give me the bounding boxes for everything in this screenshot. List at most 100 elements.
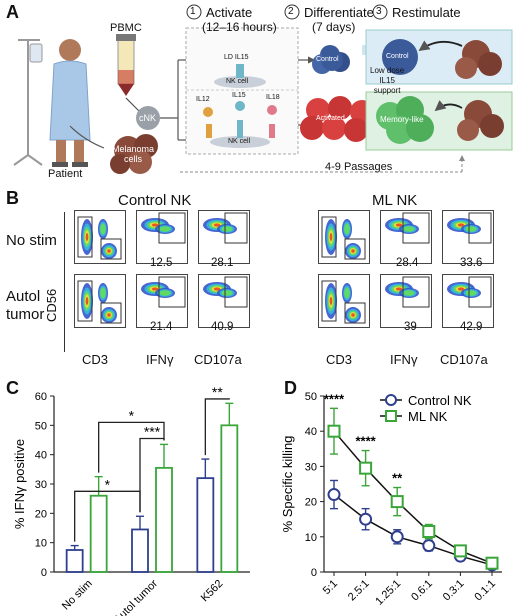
- ld-il15-label: LD IL15: [224, 54, 249, 61]
- y-tick-label: 10: [305, 532, 317, 544]
- iv-bag: [29, 43, 43, 63]
- point-control: [359, 512, 373, 526]
- cnk-label: cNK: [139, 113, 157, 123]
- legend-label: Control NK: [408, 393, 472, 408]
- xlabel-cd3-2: CD3: [326, 352, 353, 367]
- bar-ml: [89, 494, 108, 573]
- panel-d-letter: D: [284, 378, 297, 398]
- bar-ml: [155, 466, 173, 573]
- bar-control: [65, 549, 84, 573]
- point-control: [327, 488, 341, 502]
- facs-plot: [136, 274, 188, 328]
- il18-label: IL18: [266, 94, 280, 101]
- chart-d-killing: 0 10 20 30 40 50 % Specific killing 5:1 2.5:1 1.2…: [280, 391, 502, 608]
- pct-control-nostim-cd107a: 28.1: [211, 257, 234, 269]
- y-tick-label: 20: [35, 508, 47, 520]
- x-tick-label: 0.1:1: [472, 578, 498, 604]
- y-axis-label: % Specific killing: [280, 436, 295, 533]
- patient-head: [59, 39, 81, 61]
- pct-ml-nostim-ifng: 28.4: [396, 257, 419, 269]
- pct-ml-tumor-cd107a: 42.9: [460, 321, 483, 333]
- passages-label: 4-9 Passages: [325, 161, 393, 173]
- xlabel-cd3-1: CD3: [82, 352, 109, 367]
- x-tick-label: No stim: [60, 578, 95, 613]
- significance-label: ****: [355, 434, 376, 449]
- x-tick-label: 1.25:1: [373, 578, 403, 608]
- y-tick-label: 50: [305, 391, 317, 403]
- step3-num: 3: [376, 6, 382, 17]
- x-tick-label: 2.5:1: [346, 578, 372, 604]
- bar-control: [131, 528, 149, 573]
- y-tick-label: 0: [311, 567, 317, 579]
- sig-nostim-autol-control-label: *: [105, 476, 111, 492]
- facs-plot: [380, 210, 432, 264]
- bar-control: [196, 477, 215, 573]
- panel-b-letter: B: [6, 188, 19, 208]
- point-ml: [390, 495, 404, 509]
- ml-nk-title: ML NK: [372, 192, 418, 209]
- control-label: Control: [316, 56, 339, 63]
- x-tick-label: 0.6:1: [409, 578, 435, 604]
- patient-label: Patient: [48, 168, 83, 180]
- y-tick-label: 10: [35, 538, 47, 550]
- sig-nostim-autol-ml-label: *: [129, 407, 135, 423]
- y-tick-label: 0: [41, 567, 47, 579]
- x-tick-label: Autol tumor: [112, 577, 160, 616]
- y-tick-label: 30: [35, 479, 47, 491]
- xlabel-cd107a-1: CD107a: [194, 352, 242, 367]
- facs-plot: [74, 210, 126, 264]
- bar-ml: [220, 424, 239, 573]
- cd56-axis-line: [64, 212, 65, 352]
- legend-label: ML NK: [408, 409, 448, 424]
- significance-label: ****: [324, 391, 345, 406]
- y-tick-label: 30: [305, 461, 317, 473]
- pbmc-label: PBMC: [110, 22, 142, 34]
- melanoma-label: Melanoma cells: [112, 144, 155, 164]
- step2-title: Differentiate: [304, 5, 374, 20]
- control-cell-label: Control: [386, 53, 409, 60]
- control-nk-title: Control NK: [118, 192, 192, 209]
- y-tick-label: 40: [305, 426, 317, 438]
- xlabel-ifng-1: IFNγ: [146, 352, 174, 367]
- significance-label: **: [392, 471, 403, 486]
- nk-cell-label-1: NK cell: [226, 78, 249, 85]
- x-tick-label: 0.3:1: [441, 578, 467, 604]
- point-ml: [327, 424, 341, 438]
- y-tick-label: 50: [35, 420, 47, 432]
- point-ml: [422, 525, 436, 539]
- x-tick-label: K562: [199, 578, 226, 605]
- sig-autol-control-ml-label: ***: [144, 424, 161, 440]
- point-ml: [453, 544, 467, 558]
- step1-num: 1: [190, 6, 196, 17]
- step1-title: Activate: [206, 5, 253, 20]
- cd56-axis-label: CD56: [44, 288, 59, 322]
- point-control: [422, 539, 436, 553]
- xlabel-cd107a-2: CD107a: [440, 352, 488, 367]
- pct-control-nostim-ifng: 12.5: [150, 257, 173, 269]
- point-ml: [359, 461, 373, 475]
- panel-a-letter: A: [6, 2, 19, 22]
- pct-ml-tumor-ifng: 39: [404, 321, 417, 333]
- step2-sub: (7 days): [312, 20, 356, 34]
- sig-k562-control-ml-label: **: [212, 384, 223, 400]
- x-tick-label: 5:1: [321, 578, 340, 597]
- step3-title: Restimulate: [392, 5, 461, 20]
- chart-c-ifng: 0 10 20 30 40 50 60 % IFNγ positive No stim Autol…: [12, 384, 250, 616]
- legend-marker-control: [385, 394, 397, 406]
- facs-plot: [318, 274, 370, 328]
- facs-plot: [198, 210, 250, 264]
- row-no-stim: No stim: [6, 232, 57, 249]
- step1-sub: (12–16 hours): [202, 20, 277, 34]
- support-label: Low dose IL15 support: [370, 66, 405, 95]
- nk-cell-label-2: NK cell: [228, 138, 251, 145]
- activated-label: Activated: [316, 115, 345, 122]
- sig-autol-control-ml: [139, 437, 165, 513]
- row-autol-tumor: Autol tumor: [6, 288, 45, 323]
- y-tick-label: 60: [35, 391, 47, 403]
- series-line-ml: [333, 430, 493, 564]
- y-tick-label: 40: [35, 450, 47, 462]
- sig-k562-control-ml: [204, 398, 230, 456]
- facs-plot: [136, 210, 188, 264]
- xlabel-ifng-2: IFNγ: [390, 352, 418, 367]
- pct-control-tumor-cd107a: 40.9: [211, 321, 234, 333]
